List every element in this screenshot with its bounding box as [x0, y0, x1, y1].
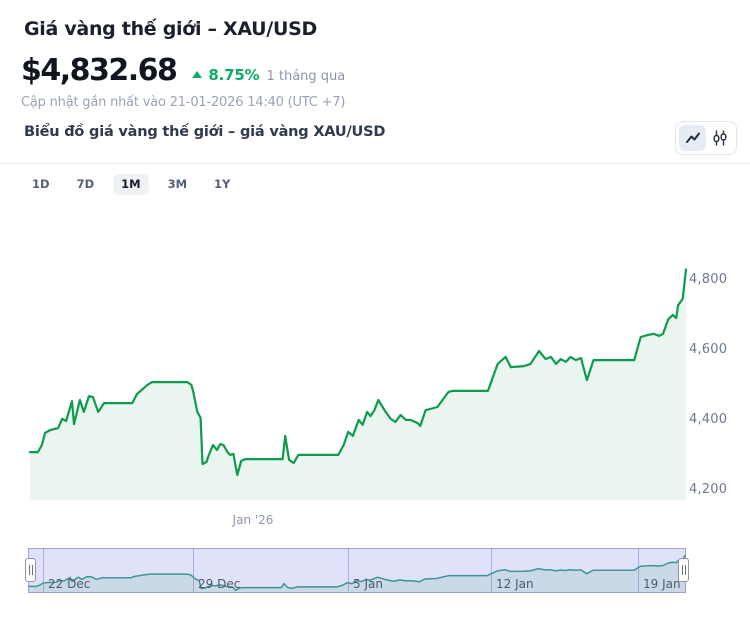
- y-axis-tick-label: 4,600: [689, 342, 728, 357]
- range-tab-7d[interactable]: 7D: [69, 174, 103, 195]
- line-chart-toggle-button[interactable]: [679, 125, 706, 151]
- candlestick-toggle-button[interactable]: [706, 125, 733, 151]
- navigator-gridline: [193, 548, 194, 593]
- navigator-date-label: 22 Dec: [48, 577, 91, 591]
- x-axis-label: Jan '26: [232, 513, 274, 527]
- change-period-label: 1 tháng qua: [266, 69, 346, 84]
- current-price: $4,832.68: [21, 53, 178, 88]
- navigator-date-label: 29 Dec: [198, 577, 241, 591]
- page-title: Giá vàng thế giới – XAU/USD: [24, 18, 317, 40]
- range-tab-1d[interactable]: 1D: [24, 174, 58, 195]
- candlestick-icon: [711, 129, 729, 147]
- y-axis-tick-label: 4,400: [689, 412, 728, 427]
- last-updated-text: Cập nhật gần nhất vào 21-01-2026 14:40 (…: [21, 95, 346, 110]
- price-line: [28, 268, 688, 476]
- area-fill: [30, 269, 686, 500]
- navigator-mini-chart: [28, 553, 686, 593]
- navigator-right-handle[interactable]: [678, 558, 689, 582]
- navigator-date-label: 19 Jan: [643, 577, 681, 591]
- y-axis-tick-label: 4,200: [689, 482, 728, 497]
- main-chart[interactable]: 4,800 4,600 4,400 4,200 Jan '26: [0, 205, 750, 535]
- range-tab-1y[interactable]: 1Y: [206, 174, 238, 195]
- chart-type-toggle: [675, 121, 737, 155]
- navigator-left-handle[interactable]: [25, 558, 36, 582]
- range-navigator[interactable]: 22 Dec 29 Dec 5 Jan 12 Jan 19 Jan: [25, 548, 689, 593]
- up-arrow-icon: [192, 70, 203, 78]
- navigator-area-fill: [28, 554, 686, 593]
- price-row: $4,832.68 8.75% 1 tháng qua: [21, 56, 345, 86]
- change-percent: 8.75%: [208, 66, 260, 84]
- navigator-gridline: [43, 548, 44, 593]
- chart-subtitle: Biểu đồ giá vàng thế giới – giá vàng XAU…: [24, 124, 386, 140]
- navigator-gridline: [638, 548, 639, 593]
- range-tab-1m[interactable]: 1M: [113, 174, 149, 195]
- divider: [0, 163, 750, 164]
- navigator-gridline: [348, 548, 349, 593]
- navigator-line: [28, 553, 686, 592]
- line-chart-icon: [684, 130, 702, 146]
- y-axis-tick-label: 4,800: [689, 272, 728, 287]
- navigator-gridline: [491, 548, 492, 593]
- navigator-date-label: 5 Jan: [353, 577, 383, 591]
- range-tab-3m[interactable]: 3M: [160, 174, 195, 195]
- navigator-selection-mask[interactable]: [28, 548, 686, 593]
- price-area-chart: [28, 268, 688, 500]
- range-tabs: 1D 7D 1M 3M 1Y: [24, 174, 238, 195]
- navigator-date-label: 12 Jan: [496, 577, 534, 591]
